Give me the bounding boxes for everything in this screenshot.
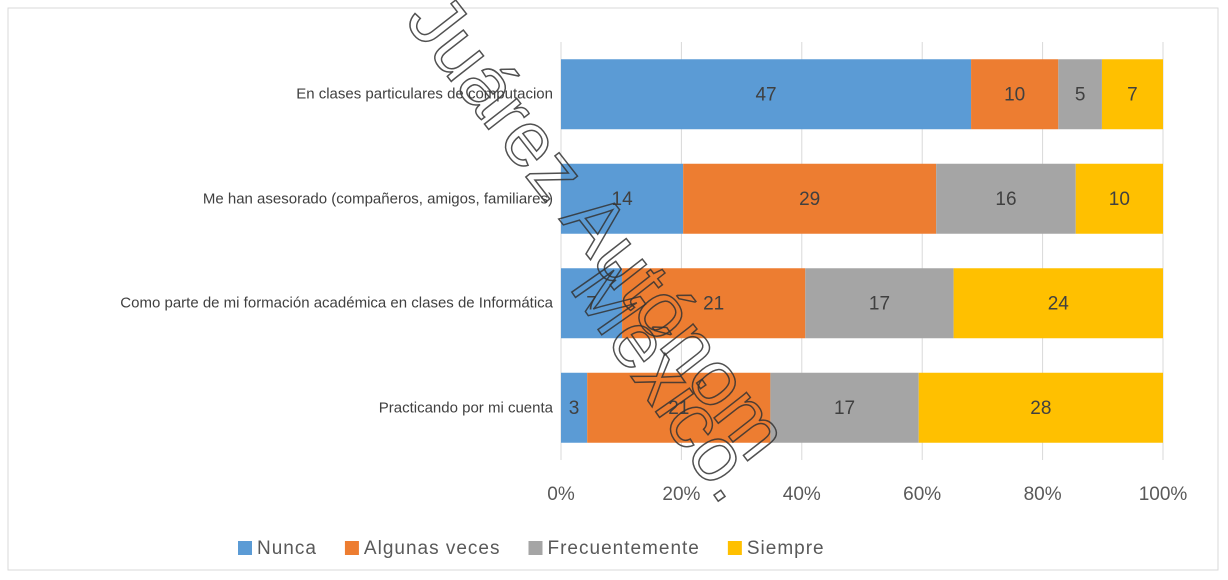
data-label: 24 [1048, 293, 1070, 314]
legend-swatch [344, 541, 359, 555]
legend-swatch [238, 541, 252, 555]
bar [936, 163, 1076, 234]
data-label: 28 [1030, 398, 1051, 419]
data-label: 16 [995, 189, 1016, 210]
bar [1101, 59, 1163, 130]
y-tick-label: Como parte de mi formación académica en … [120, 294, 553, 312]
legend-label: Siempre [747, 538, 825, 559]
data-label: 29 [799, 189, 820, 210]
legend-swatch [727, 541, 742, 555]
data-label: 10 [1004, 84, 1025, 105]
y-tick-label-box: Practicando por mi cuenta [20, 397, 553, 418]
bar [561, 59, 972, 130]
y-tick-label-box: Como parte de mi formación académica en … [20, 293, 553, 314]
bar [561, 163, 684, 234]
x-tick-label: 100% [1139, 484, 1188, 505]
bar [561, 372, 588, 443]
bar [1058, 59, 1102, 130]
y-tick-label: Me han asesorado (compañeros, amigos, fa… [202, 190, 553, 208]
x-tick-label: 20% [662, 484, 700, 505]
legend-label: Frecuentemente [548, 538, 700, 559]
bar [953, 268, 1163, 339]
bar [561, 268, 623, 339]
bar [1075, 163, 1163, 234]
bar [918, 372, 1163, 443]
legend-swatch [528, 541, 543, 555]
data-label: 21 [668, 398, 689, 419]
data-label: 3 [569, 398, 580, 419]
data-label: 7 [1127, 84, 1138, 105]
y-tick-label: Practicando por mi cuenta [378, 399, 553, 417]
x-tick-label: 0% [547, 484, 575, 505]
x-tick-label: 80% [1024, 484, 1062, 505]
y-tick-label-box: Me han asesorado (compañeros, amigos, fa… [20, 188, 553, 209]
data-label: 14 [612, 189, 634, 210]
data-label: 17 [869, 293, 890, 314]
bar [622, 268, 806, 339]
data-label: 17 [834, 398, 855, 419]
x-tick-label: 60% [903, 484, 941, 505]
y-tick-label: En clases particulares de computacion [296, 85, 553, 103]
bar [587, 372, 771, 443]
data-label: 47 [755, 84, 776, 105]
data-label: 5 [1075, 84, 1086, 105]
legend-label: Nunca [257, 538, 317, 559]
x-tick-label: 40% [783, 484, 821, 505]
bar [683, 163, 937, 234]
data-label: 21 [703, 293, 724, 314]
data-label: 10 [1109, 189, 1130, 210]
legend-label: Algunas veces [364, 538, 501, 559]
y-tick-label-box: En clases particulares de computacion [20, 84, 553, 105]
bar [770, 372, 919, 443]
bar [805, 268, 954, 339]
bar [971, 59, 1059, 130]
data-label: 7 [586, 293, 597, 314]
